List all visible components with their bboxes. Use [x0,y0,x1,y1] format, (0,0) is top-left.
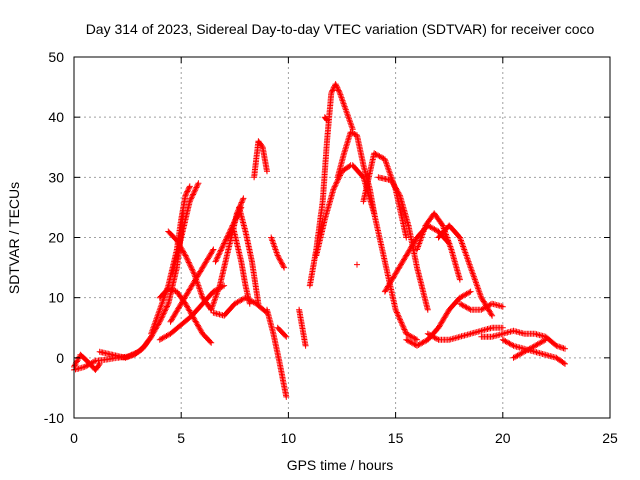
data-track-34 [510,336,549,361]
y-axis-label: SDTVAR / TECUs [6,182,22,294]
data-track-17 [264,306,290,400]
grid-lines [74,57,610,418]
x-tick-label: 10 [281,430,297,446]
y-tick-label: -10 [44,410,64,426]
y-tick-label: 40 [48,109,64,125]
data-track-8 [167,246,217,325]
data-track-12 [236,204,262,307]
y-tick-label: 20 [48,230,64,246]
x-tick-label: 25 [602,430,618,446]
y-tick-label: 50 [48,49,64,65]
data-series [71,81,568,400]
data-track-3 [96,210,187,361]
data-track-13 [229,222,253,307]
data-track-15 [251,138,270,181]
data-track-29 [424,324,506,343]
y-tick-label: 30 [48,169,64,185]
data-track-35 [321,114,330,124]
data-track-7 [156,285,215,346]
x-tick-label: 0 [70,430,78,446]
data-track-30 [403,288,474,349]
data-track-19 [296,306,309,349]
data-track-36 [354,261,360,268]
y-tick-label: 0 [56,350,64,366]
axis-ticks: 0 5 10 15 20 25 -10 0 10 20 30 40 50 [44,49,618,446]
data-track-32 [478,327,568,352]
data-track-20 [306,81,356,289]
chart-title: Day 314 of 2023, Sidereal Day-to-day VTE… [86,21,595,37]
data-track-33 [499,336,568,367]
x-tick-label: 20 [495,430,511,446]
data-track-31 [456,300,506,313]
x-tick-label: 5 [177,430,185,446]
data-track-16 [268,234,288,271]
x-tick-label: 15 [388,430,404,446]
data-track-18 [274,324,290,340]
x-axis-label: GPS time / hours [287,457,394,473]
data-track-27 [414,210,463,283]
data-track-14 [210,294,270,319]
y-tick-label: 10 [48,290,64,306]
